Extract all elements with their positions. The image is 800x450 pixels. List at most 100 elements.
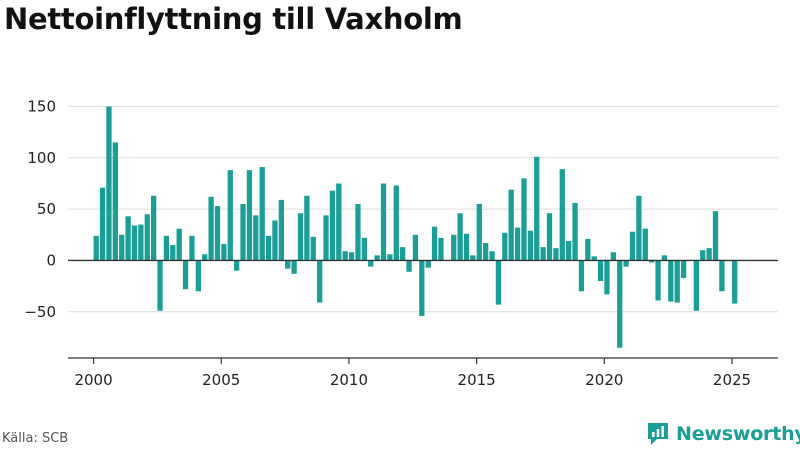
- bar: 2013 Q3: 22: [438, 237, 444, 261]
- bar: 2015 Q4: -43: [495, 260, 502, 305]
- bar: 2015 Q2: 17: [483, 243, 489, 261]
- bar: 2000 Q2: 71: [99, 187, 106, 261]
- bar: 2013 Q2: 33: [431, 226, 438, 261]
- y-tick-label: 50: [37, 200, 56, 218]
- bar: 2011 Q3: 6: [387, 254, 393, 261]
- bar: 2025 Q1: -42: [732, 260, 738, 304]
- bar: 2010 Q4: -6: [368, 260, 374, 267]
- y-tick-label: 150: [27, 97, 56, 115]
- bar: 2001 Q4: 35: [138, 224, 144, 261]
- bar: 2018 Q3: 19: [566, 240, 572, 261]
- x-tick-label: 2000: [74, 371, 112, 389]
- bar: 2001 Q2: 43: [125, 216, 131, 261]
- bar: 2014 Q1: 25: [451, 234, 457, 261]
- bar: 2016 Q2: 69: [508, 189, 514, 261]
- bar: 2014 Q3: 26: [463, 233, 470, 261]
- bar: 2017 Q4: 46: [546, 213, 553, 261]
- bar: 2023 Q3: -49: [693, 260, 700, 311]
- bar: 2002 Q3: -49: [157, 260, 163, 311]
- bar: 2001 Q3: 34: [131, 225, 138, 261]
- bar: 2008 Q2: 63: [304, 195, 310, 261]
- bar: 2019 Q1: -30: [578, 260, 585, 292]
- bar: 2011 Q4: 73: [393, 185, 399, 261]
- bar: 2005 Q1: 16: [221, 244, 227, 261]
- bar: 2021 Q3: 31: [642, 228, 648, 261]
- chart-title: Nettoinflyttning till Vaxholm: [4, 2, 463, 36]
- bar: 2002 Q4: 24: [163, 235, 170, 261]
- bar: 2008 Q1: 46: [297, 213, 304, 261]
- bar: 2005 Q3: -10: [234, 260, 240, 271]
- bar: 2012 Q4: -54: [419, 260, 425, 316]
- bar: 2012 Q1: 13: [400, 247, 406, 261]
- bar: 2016 Q1: 27: [502, 232, 508, 261]
- bar: 2008 Q3: 23: [310, 236, 316, 261]
- y-tick-label: −50: [24, 303, 56, 321]
- bar: 2020 Q2: 8: [610, 252, 617, 261]
- bar: 2023 Q4: 10: [700, 250, 706, 261]
- bar: 2000 Q3: 150: [106, 106, 112, 261]
- bar: 2002 Q2: 63: [151, 195, 157, 261]
- bar: 2016 Q3: 32: [514, 227, 521, 261]
- bar: 2006 Q2: 44: [253, 215, 259, 261]
- bar: 2003 Q3: -28: [182, 260, 189, 290]
- bar: 2020 Q3: -85: [617, 260, 623, 348]
- bar: 2007 Q2: 59: [278, 199, 284, 261]
- bar: 2003 Q4: 24: [189, 235, 195, 261]
- bar: 2009 Q1: 44: [323, 215, 329, 261]
- bar: 2015 Q1: 55: [476, 204, 482, 261]
- bar: 2006 Q1: 88: [246, 170, 253, 261]
- bar: 2004 Q3: 62: [208, 196, 214, 261]
- bar: 2009 Q3: 75: [336, 183, 342, 261]
- bar: 2024 Q1: 12: [706, 248, 712, 261]
- x-axis-ticks: 2000 2005 2010 2015 2020 2025: [74, 358, 751, 389]
- y-axis-labels: −50 0 50 100 150: [24, 97, 56, 320]
- bar: 2010 Q1: 8: [348, 252, 355, 261]
- bar: 2005 Q4: 55: [240, 204, 246, 261]
- bar: 2022 Q1: -39: [655, 260, 661, 301]
- bar: 2017 Q2: 101: [534, 156, 540, 261]
- bar: 2012 Q2: -11: [406, 260, 412, 272]
- y-tick-label: 100: [27, 149, 56, 167]
- bar: 2007 Q4: -13: [291, 260, 297, 274]
- y-tick-label: 0: [46, 251, 56, 269]
- x-tick-label: 2015: [458, 371, 496, 389]
- bar: 2014 Q4: 5: [470, 255, 476, 261]
- bar: 2007 Q1: 39: [272, 220, 278, 261]
- bar: 2022 Q3: -40: [668, 260, 674, 302]
- bar: 2004 Q4: 53: [214, 206, 221, 261]
- bar: 2019 Q2: 21: [585, 238, 591, 261]
- bar: 2024 Q3: -30: [719, 260, 725, 292]
- bar: 2023 Q1: -17: [680, 260, 687, 278]
- bar: 2000 Q4: 115: [112, 142, 118, 261]
- bar: 2016 Q4: 80: [521, 178, 527, 261]
- x-tick-label: 2010: [330, 371, 368, 389]
- bar: 2011 Q2: 75: [380, 183, 387, 261]
- bar: 2000 Q1: 24: [93, 235, 99, 261]
- bar: 2018 Q2: 89: [559, 169, 565, 261]
- bar: 2014 Q2: 46: [457, 213, 463, 261]
- bar: 2013 Q1: -7: [425, 260, 431, 268]
- bar: 2011 Q1: 5: [374, 255, 380, 261]
- bar: 2020 Q4: -6: [623, 260, 629, 267]
- bar: 2010 Q3: 22: [361, 237, 367, 261]
- bar: 2022 Q4: -41: [674, 260, 680, 303]
- bar: 2020 Q1: -33: [604, 260, 610, 295]
- bar: 2007 Q3: -8: [285, 260, 291, 269]
- bar: 2021 Q2: 63: [636, 195, 642, 261]
- bar: 2019 Q3: 4: [591, 256, 597, 261]
- bar: 2017 Q3: 13: [540, 247, 546, 261]
- bar: 2015 Q3: 9: [489, 251, 495, 261]
- bar: 2018 Q1: 12: [553, 248, 559, 261]
- gridlines: [68, 105, 778, 313]
- bar: 2022 Q2: 5: [661, 255, 668, 261]
- brand-logo: Newsworthy: [646, 420, 800, 448]
- bar: 2012 Q3: 25: [412, 234, 419, 261]
- bar: 2018 Q4: 56: [572, 202, 578, 261]
- bar: 2017 Q1: 29: [527, 230, 533, 261]
- bar: 2024 Q2: 48: [712, 211, 719, 261]
- x-tick-label: 2005: [202, 371, 240, 389]
- bar: 2002 Q1: 45: [144, 214, 150, 261]
- brand-name: Newsworthy: [676, 423, 800, 445]
- bar: 2008 Q4: -41: [317, 260, 323, 303]
